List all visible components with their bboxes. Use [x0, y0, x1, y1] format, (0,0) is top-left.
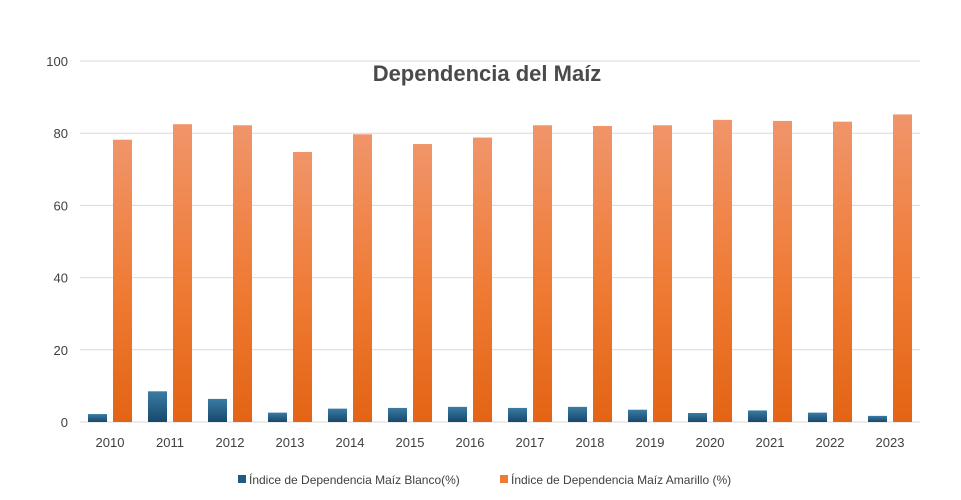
x-tick-label: 2020	[696, 435, 725, 450]
x-tick-label: 2014	[336, 435, 365, 450]
bar-amarillo-2020	[713, 119, 732, 422]
x-tick-label: 2017	[516, 435, 545, 450]
bar-blanco-2020	[688, 412, 707, 422]
bar-blanco-2013	[268, 412, 287, 422]
legend-label-blanco: Índice de Dependencia Maíz Blanco(%)	[249, 472, 460, 487]
bar-amarillo-2013	[293, 151, 312, 423]
bars	[88, 114, 912, 423]
bar-amarillo-2010	[113, 139, 132, 422]
bar-amarillo-2011	[173, 124, 192, 423]
bar-blanco-2012	[208, 398, 227, 422]
x-tick-label: 2015	[396, 435, 425, 450]
bar-amarillo-2014	[353, 134, 372, 422]
legend-label-amarillo: Índice de Dependencia Maíz Amarillo (%)	[511, 472, 731, 487]
gridlines	[80, 60, 920, 423]
bar-blanco-2022	[808, 412, 827, 422]
x-tick-label: 2010	[96, 435, 125, 450]
x-tick-label: 2011	[156, 435, 184, 450]
bar-amarillo-2021	[773, 120, 792, 423]
bar-blanco-2023	[868, 415, 887, 422]
legend: Índice de Dependencia Maíz Blanco(%) Índi…	[238, 472, 731, 487]
y-tick-label: 100	[46, 54, 68, 69]
bar-amarillo-2022	[833, 121, 852, 422]
y-tick-label: 40	[54, 271, 68, 286]
bar-blanco-2015	[388, 407, 407, 422]
bar-amarillo-2012	[233, 125, 252, 423]
bar-amarillo-2019	[653, 125, 672, 423]
bar-amarillo-2015	[413, 144, 432, 422]
bar-amarillo-2023	[893, 114, 912, 422]
bar-amarillo-2018	[593, 125, 612, 422]
y-tick-label: 60	[54, 198, 68, 213]
y-tick-label: 80	[54, 126, 68, 141]
x-axis-tick-labels: 2010 2011 2012 2013 2014 2015 2016 2017 2018 2019…	[96, 435, 905, 450]
x-tick-label: 2016	[456, 435, 485, 450]
bar-blanco-2011	[148, 391, 167, 422]
x-tick-label: 2021	[756, 435, 785, 450]
x-tick-label: 2019	[636, 435, 665, 450]
x-tick-label: 2018	[576, 435, 605, 450]
bar-amarillo-2017	[533, 125, 552, 423]
legend-swatch-amarillo	[500, 475, 508, 483]
x-tick-label: 2013	[276, 435, 305, 450]
bar-blanco-2010	[88, 414, 107, 422]
y-tick-label: 20	[54, 343, 68, 358]
bar-blanco-2018	[568, 406, 587, 422]
bar-blanco-2016	[448, 406, 467, 422]
x-tick-label: 2022	[816, 435, 845, 450]
bar-blanco-2014	[328, 408, 347, 422]
bar-blanco-2021	[748, 410, 767, 422]
x-tick-label: 2023	[876, 435, 905, 450]
bar-amarillo-2016	[473, 137, 492, 423]
legend-swatch-blanco	[238, 475, 246, 483]
x-tick-label: 2012	[216, 435, 245, 450]
y-tick-label: 0	[61, 415, 68, 430]
y-axis-tick-labels: 0 20 40 60 80 100	[46, 54, 68, 430]
bar-blanco-2017	[508, 407, 527, 422]
bar-blanco-2019	[628, 409, 647, 422]
chart-title: Dependencia del Maíz	[373, 61, 602, 86]
